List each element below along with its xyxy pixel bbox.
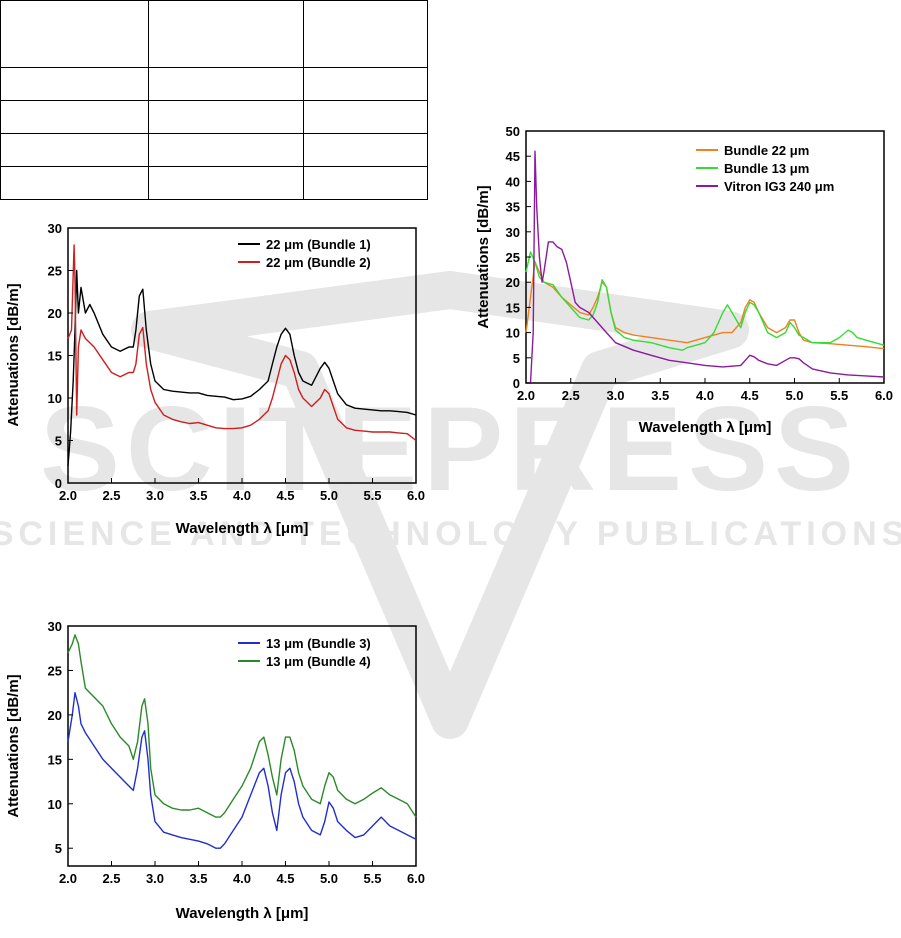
series-line-1 (67, 244, 417, 442)
x-tick-label: 4.0 (233, 488, 251, 503)
y-tick-label: 35 (506, 200, 520, 215)
table-fragment (0, 0, 428, 202)
chart-bundle-vs-vitron: 2.0 2.5 3.0 3.5 4.0 4.5 5.0 5.5 6.0 0 5 10 15 20 25 30 3… (475, 124, 893, 436)
x-tick-label: 5.0 (785, 388, 803, 403)
x-tick-label: 6.0 (875, 388, 893, 403)
x-tick-label: 2.0 (59, 488, 77, 503)
y-tick-label: 30 (506, 225, 520, 240)
legend-label: Bundle 22 μm (724, 143, 809, 158)
y-tick-label: 5 (55, 434, 62, 449)
x-axis-label: Wavelength λ [μm] (639, 419, 772, 436)
x-tick-label: 5.5 (363, 871, 381, 886)
legend-label: 22 μm (Bundle 2) (266, 255, 371, 270)
series-line-1 (67, 634, 417, 818)
y-tick-label: 10 (506, 326, 520, 341)
watermark-main-text: SCITEPRESS (40, 382, 860, 516)
y-tick-label: 30 (48, 619, 62, 634)
y-tick-label: 5 (513, 351, 520, 366)
x-tick-label: 2.5 (562, 388, 580, 403)
y-tick-label: 40 (506, 174, 520, 189)
series-line-0 (67, 269, 417, 467)
x-tick-label: 5.0 (320, 488, 338, 503)
x-tick-label: 6.0 (407, 488, 425, 503)
x-tick-label: 5.0 (320, 871, 338, 886)
x-axis-label: Wavelength λ [μm] (176, 520, 309, 537)
series-line-0 (525, 261, 885, 350)
legend-label: 13 μm (Bundle 3) (266, 636, 371, 651)
y-tick-label: 15 (48, 349, 62, 364)
y-axis-label: Attenuations [dB/m] (5, 283, 22, 426)
chart-bundle-13um: 2.0 2.5 3.0 3.5 4.0 4.5 5.0 5.5 6.0 5 10 15 20 25 30 1… (5, 619, 425, 922)
y-tick-label: 25 (48, 264, 62, 279)
y-tick-label: 20 (506, 275, 520, 290)
series-line-2 (526, 150, 885, 384)
y-tick-label: 20 (48, 708, 62, 723)
x-tick-label: 4.0 (233, 871, 251, 886)
y-axis-label: Attenuations [dB/m] (5, 674, 22, 817)
y-axis-label: Attenuations [dB/m] (475, 185, 492, 328)
chart-bundle-22um: 2.0 2.5 3.0 3.5 4.0 4.5 5.0 5.5 6.0051015202530 … (5, 221, 425, 537)
y-tick-label: 10 (48, 391, 62, 406)
y-tick-label: 25 (506, 250, 520, 265)
y-tick-label: 25 (48, 663, 62, 678)
x-tick-label: 4.0 (696, 388, 714, 403)
y-tick-label: 15 (506, 300, 520, 315)
y-tick-label: 0 (513, 376, 520, 391)
legend-label: 22 μm (Bundle 1) (266, 237, 371, 252)
y-tick-label: 5 (55, 841, 62, 856)
y-tick-label: 10 (48, 797, 62, 812)
series-line-0 (67, 692, 417, 849)
y-tick-label: 0 (55, 476, 62, 491)
x-tick-label: 5.5 (830, 388, 848, 403)
x-axis-label: Wavelength λ [μm] (176, 905, 309, 922)
x-tick-label: 2.0 (59, 871, 77, 886)
legend-label: Bundle 13 μm (724, 161, 809, 176)
x-tick-label: 3.5 (189, 488, 207, 503)
x-tick-label: 2.5 (102, 488, 120, 503)
watermark: SCITEPRESS SCIENCE AND TECHNOLOGY PUBLIC… (0, 271, 901, 739)
y-tick-label: 15 (48, 752, 62, 767)
watermark-sub-text: SCIENCE AND TECHNOLOGY PUBLICATIONS (0, 515, 901, 553)
watermark-chevron-icon (131, 271, 749, 739)
x-tick-label: 3.0 (146, 488, 164, 503)
x-tick-label: 4.5 (741, 388, 759, 403)
x-tick-label: 3.5 (651, 388, 669, 403)
x-tick-label: 2.5 (102, 871, 120, 886)
legend-label: 13 μm (Bundle 4) (266, 654, 371, 669)
x-tick-label: 3.0 (146, 871, 164, 886)
y-tick-label: 50 (506, 124, 520, 139)
y-tick-label: 45 (506, 149, 520, 164)
x-tick-label: 4.5 (276, 871, 294, 886)
x-tick-label: 6.0 (407, 871, 425, 886)
x-tick-label: 2.0 (517, 388, 535, 403)
series-line-1 (525, 251, 885, 351)
y-tick-label: 30 (48, 221, 62, 236)
legend-label: Vitron IG3 240 μm (724, 179, 834, 194)
x-tick-label: 5.5 (363, 488, 381, 503)
x-tick-label: 4.5 (276, 488, 294, 503)
y-tick-label: 20 (48, 306, 62, 321)
x-tick-label: 3.5 (189, 871, 207, 886)
x-tick-label: 3.0 (606, 388, 624, 403)
